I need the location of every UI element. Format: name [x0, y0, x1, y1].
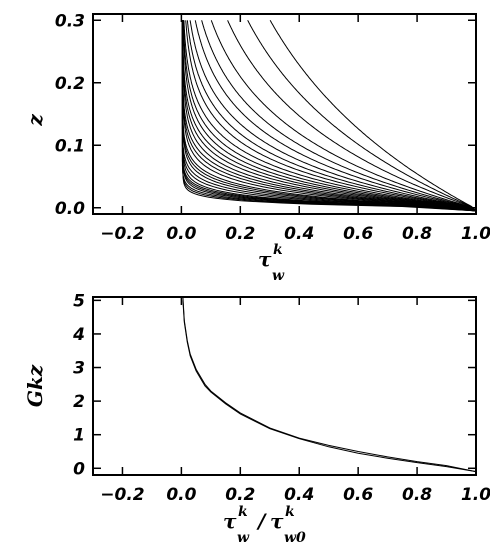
top-series-line [181, 20, 477, 212]
top-plot: −0.2 0.0 0.2 0.4 0.6 0.8 1.0 0.0 0.1 0.2 0.3 z τ k… [23, 11, 490, 284]
top-series-line [194, 20, 477, 212]
bottom-y-tick-label: 0 [73, 459, 85, 479]
svg-text:/: / [256, 509, 267, 533]
svg-text:k: k [285, 504, 295, 520]
top-series-line [182, 20, 477, 212]
top-series-line [181, 20, 477, 212]
top-series-line [269, 20, 477, 212]
top-series-line [182, 20, 477, 212]
top-x-tick-label: 0.6 [343, 224, 373, 244]
top-series-line [186, 20, 477, 212]
bottom-curves [182, 296, 477, 473]
bottom-series-line [182, 296, 477, 473]
top-x-axis-label: τ k w [258, 242, 285, 284]
top-x-tick-label: 0.4 [284, 224, 314, 244]
bottom-plot: −0.2 0.0 0.2 0.4 0.6 0.8 1.0 0 1 2 3 4 5 Gkz τ k w /… [23, 291, 490, 546]
top-series-line [185, 20, 477, 212]
bottom-plot-frame [92, 296, 477, 476]
top-x-tick-label: −0.2 [100, 224, 144, 244]
bottom-y-tick-label: 2 [73, 392, 85, 412]
bottom-x-tick-label: 0.2 [225, 485, 255, 505]
top-ticks [93, 14, 477, 214]
top-series-line [227, 20, 477, 212]
top-tick-labels: −0.2 0.0 0.2 0.4 0.6 0.8 1.0 0.0 0.1 0.2 0.3 [55, 11, 490, 244]
top-series-line [183, 20, 477, 212]
bottom-y-tick-label: 3 [73, 359, 85, 379]
svg-text:τ: τ [270, 509, 284, 533]
top-y-axis-label: z [23, 114, 47, 127]
svg-text:k: k [238, 504, 248, 520]
top-series-line [182, 20, 477, 212]
top-series-line [183, 20, 477, 212]
top-series-line [181, 20, 477, 212]
top-series-line [201, 20, 477, 212]
top-x-tick-label: 0.0 [166, 224, 196, 244]
top-series-line [182, 20, 477, 212]
top-x-tick-label: 0.2 [225, 224, 255, 244]
top-series-line [247, 20, 477, 212]
top-plot-frame [92, 13, 477, 215]
top-x-tick-label: 0.8 [402, 224, 432, 244]
bottom-x-tick-label: −0.2 [100, 485, 144, 505]
top-series-line [182, 20, 477, 212]
bottom-x-axis-label: τ k w / τ k w0 [223, 504, 306, 546]
top-y-tick-label: 0.3 [55, 11, 85, 31]
top-y-tick-label: 0.0 [55, 199, 85, 219]
top-series-line [182, 20, 477, 212]
bottom-x-tick-label: 0.4 [284, 485, 314, 505]
svg-text:w: w [237, 530, 250, 546]
svg-text:w0: w0 [284, 530, 306, 546]
bottom-x-tick-label: 0.8 [402, 485, 432, 505]
bottom-y-tick-label: 5 [73, 291, 85, 311]
bottom-y-axis-label: Gkz [23, 364, 47, 407]
svg-text:τ: τ [223, 509, 237, 533]
svg-text:τ: τ [258, 247, 272, 271]
top-series-line [182, 20, 477, 212]
bottom-x-tick-label: 0.6 [343, 485, 373, 505]
top-series-line [182, 20, 477, 212]
top-series-line [182, 20, 477, 212]
top-series-line [181, 20, 477, 212]
top-curves [181, 20, 477, 212]
bottom-tick-labels: −0.2 0.0 0.2 0.4 0.6 0.8 1.0 0 1 2 3 4 5 [72, 291, 490, 505]
top-series-line [182, 20, 477, 212]
bottom-x-tick-label: 1.0 [461, 485, 490, 505]
bottom-y-tick-label: 1 [73, 426, 85, 446]
top-y-tick-label: 0.2 [55, 74, 85, 94]
top-y-tick-label: 0.1 [55, 136, 85, 156]
bottom-x-tick-label: 0.0 [166, 485, 196, 505]
top-series-line [182, 20, 477, 212]
bottom-y-tick-label: 4 [72, 325, 85, 345]
bottom-series-line [182, 300, 477, 473]
top-series-line [182, 20, 477, 212]
top-series-line [181, 20, 477, 212]
top-x-tick-label: 1.0 [461, 224, 490, 244]
top-series-line [189, 20, 477, 212]
top-series-line [210, 20, 477, 212]
bottom-ticks [93, 297, 477, 475]
svg-text:k: k [273, 242, 283, 258]
top-series-line [182, 20, 477, 212]
svg-text:w: w [272, 268, 285, 284]
top-series-line [182, 20, 477, 212]
